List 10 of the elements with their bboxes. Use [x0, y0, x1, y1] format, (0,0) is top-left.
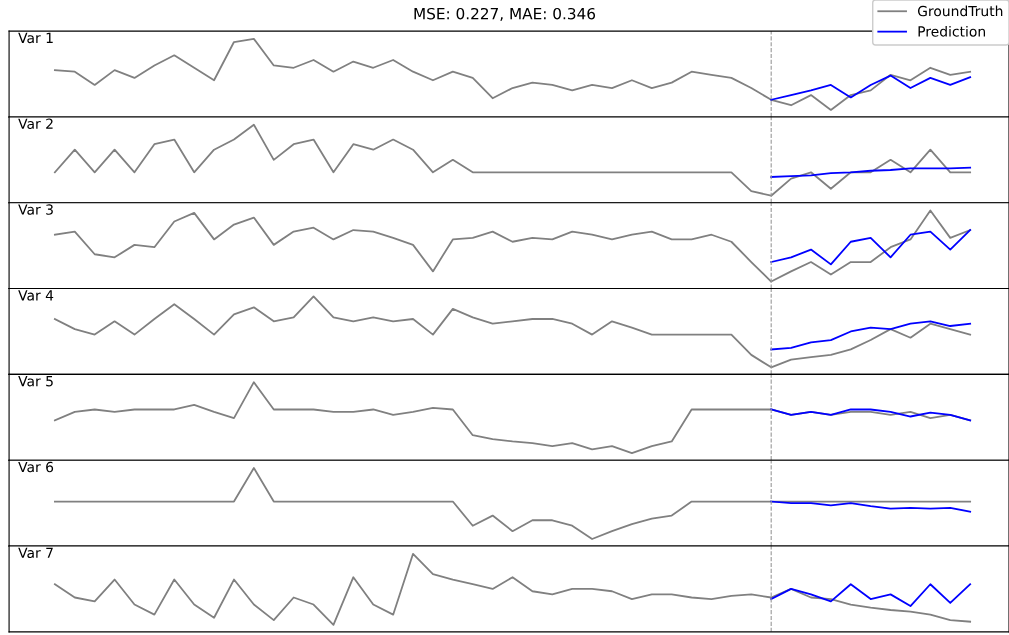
chart-title: Var 3 [18, 204, 53, 215]
chart-title: Var 5 [18, 376, 53, 387]
chart-title: Var 6 [18, 461, 54, 473]
legend-label: Prediction [918, 25, 985, 37]
chart-title: Var 7 [18, 547, 53, 559]
chart-title: Var 4 [18, 290, 54, 301]
text: MSE: 0.227, MAE: 0.346 [414, 7, 596, 21]
chart-title: Var 2 [18, 118, 53, 129]
legend-label: GroundTruth [917, 5, 1003, 17]
chart-title: Var 1 [18, 32, 53, 44]
